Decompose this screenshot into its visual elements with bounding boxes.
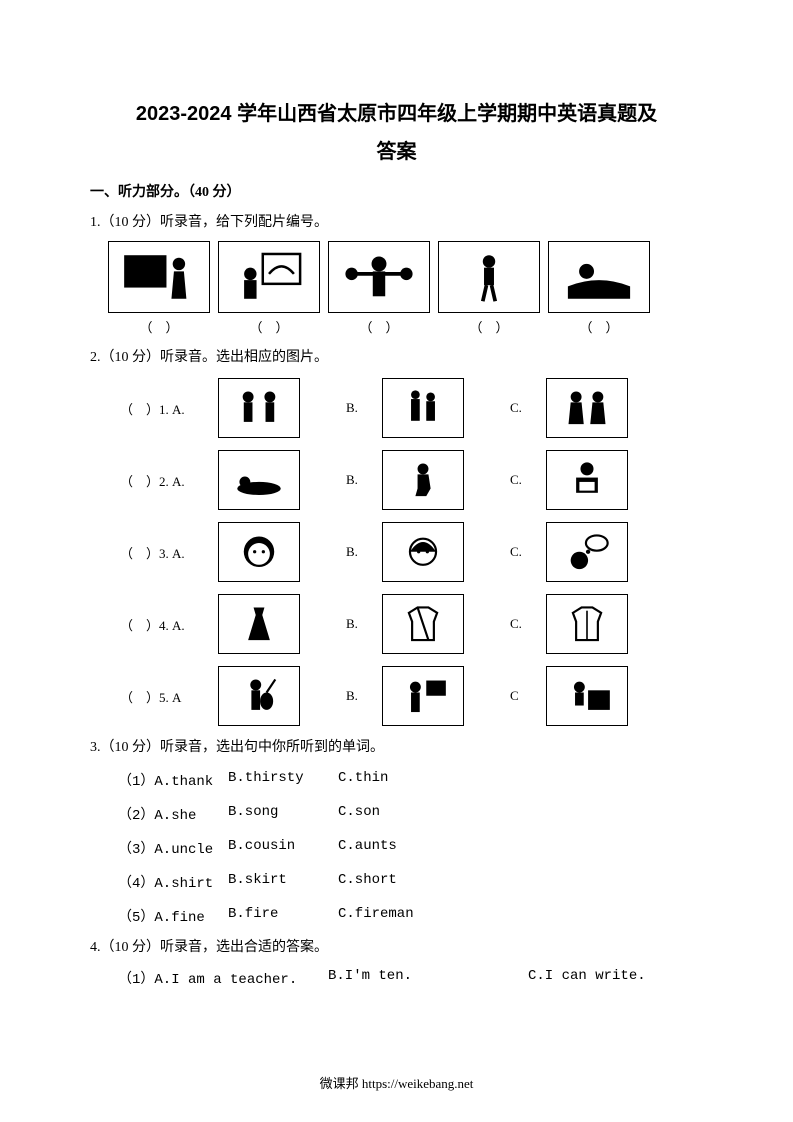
q2-opt-c: C. xyxy=(510,472,538,488)
exam-page: 2023-2024 学年山西省太原市四年级上学期期中英语真题及 答案 一、听力部… xyxy=(0,0,793,988)
q2-opt-c: C. xyxy=(510,544,538,560)
shirt-icon xyxy=(546,594,628,654)
q1-blank: （ ） xyxy=(469,317,508,336)
q2-opt-b: B. xyxy=(346,472,374,488)
q2-lead: （ ）4. A. xyxy=(120,615,210,634)
q3-b: B.cousin xyxy=(228,838,338,858)
backs-icon xyxy=(382,378,464,438)
q3-c: C.aunts xyxy=(338,838,448,858)
q1-blank: （ ） xyxy=(249,317,288,336)
q1-item: （ ） xyxy=(108,241,210,336)
q2-row: （ ）2. A. B. C. xyxy=(120,450,703,510)
q2-lead: （ ）2. A. xyxy=(120,471,210,490)
q1-item: （ ） xyxy=(218,241,320,336)
q2-row: （ ）3. A. B. C. xyxy=(120,522,703,582)
guitar-kid-icon xyxy=(218,666,300,726)
boy-drawing-icon xyxy=(218,241,320,313)
q3-a: （4）A.shirt xyxy=(118,872,228,892)
q2-row: （ ）5. A B. C xyxy=(120,666,703,726)
lying-icon xyxy=(218,450,300,510)
page-footer: 微课邦 https://weikebang.net xyxy=(0,1073,793,1092)
q2-opt-c: C. xyxy=(510,616,538,632)
q1-blank: （ ） xyxy=(579,317,618,336)
q3-b: B.song xyxy=(228,804,338,824)
q1-image-row: （ ） （ ） （ ） （ ） （ ） xyxy=(108,241,703,336)
q3-c: C.thin xyxy=(338,770,448,790)
q3-row: （2）A.sheB.songC.son xyxy=(118,804,703,824)
q2-row: （ ）4. A. B. C. xyxy=(120,594,703,654)
kneeling-icon xyxy=(382,450,464,510)
page-title: 2023-2024 学年山西省太原市四年级上学期期中英语真题及 答案 xyxy=(90,95,703,171)
q3-c: C.fireman xyxy=(338,906,448,926)
q2-opt-b: B. xyxy=(346,616,374,632)
boy-desk-icon xyxy=(546,666,628,726)
title-line-2: 答案 xyxy=(90,133,703,171)
q2-lead: （ ）1. A. xyxy=(120,399,210,418)
q3-b: B.skirt xyxy=(228,872,338,892)
q3-row: （3）A.uncleB.cousinC.aunts xyxy=(118,838,703,858)
q2-lead: （ ）5. A xyxy=(120,687,210,706)
q1-item: （ ） xyxy=(548,241,650,336)
q2-row: （ ）1. A. B. C. xyxy=(120,378,703,438)
q3-c: C.short xyxy=(338,872,448,892)
q3-row: （1）A.thankB.thirstyC.thin xyxy=(118,770,703,790)
girl-face-icon xyxy=(382,522,464,582)
q2-prompt: 2.（10 分）听录音。选出相应的图片。 xyxy=(90,346,703,366)
teacher-board-icon xyxy=(382,666,464,726)
q4-a: （1）A.I am a teacher. xyxy=(118,968,328,988)
q1-blank: （ ） xyxy=(359,317,398,336)
q1-item: （ ） xyxy=(438,241,540,336)
q4-prompt: 4.（10 分）听录音，选出合适的答案。 xyxy=(90,936,703,956)
q4-b: B.I'm ten. xyxy=(328,968,528,988)
q2-opt-c: C xyxy=(510,688,538,704)
q2-opt-c: C. xyxy=(510,400,538,416)
swimming-kid-icon xyxy=(548,241,650,313)
greeting-icon xyxy=(546,378,628,438)
q2-opt-b: B. xyxy=(346,400,374,416)
standing-kid-icon xyxy=(438,241,540,313)
q3-a: （3）A.uncle xyxy=(118,838,228,858)
reading-icon xyxy=(546,450,628,510)
think-bubble-icon xyxy=(546,522,628,582)
shirt-fold-icon xyxy=(382,594,464,654)
q4-c: C.I can write. xyxy=(528,968,646,988)
title-line-1: 2023-2024 学年山西省太原市四年级上学期期中英语真题及 xyxy=(90,95,703,133)
q3-b: B.thirsty xyxy=(228,770,338,790)
q2-opt-b: B. xyxy=(346,544,374,560)
q3-row: （5）A.fineB.fireC.fireman xyxy=(118,906,703,926)
q2-lead: （ ）3. A. xyxy=(120,543,210,562)
section-header: 一、听力部分。（40 分） xyxy=(90,181,703,201)
q1-blank: （ ） xyxy=(139,317,178,336)
q3-a: （1）A.thank xyxy=(118,770,228,790)
q3-a: （5）A.fine xyxy=(118,906,228,926)
q3-prompt: 3.（10 分）听录音，选出句中你所听到的单词。 xyxy=(90,736,703,756)
q3-row: （4）A.shirtB.skirtC.short xyxy=(118,872,703,892)
round-face-icon xyxy=(218,522,300,582)
q1-item: （ ） xyxy=(328,241,430,336)
blackboard-girl-icon xyxy=(108,241,210,313)
q4-row: （1）A.I am a teacher.B.I'm ten.C.I can wr… xyxy=(118,968,703,988)
q3-c: C.son xyxy=(338,804,448,824)
q3-b: B.fire xyxy=(228,906,338,926)
q3-a: （2）A.she xyxy=(118,804,228,824)
dumbbell-kid-icon xyxy=(328,241,430,313)
two-facing-icon xyxy=(218,378,300,438)
dress-icon xyxy=(218,594,300,654)
q1-prompt: 1.（10 分）听录音，给下列配片编号。 xyxy=(90,211,703,231)
q2-opt-b: B. xyxy=(346,688,374,704)
